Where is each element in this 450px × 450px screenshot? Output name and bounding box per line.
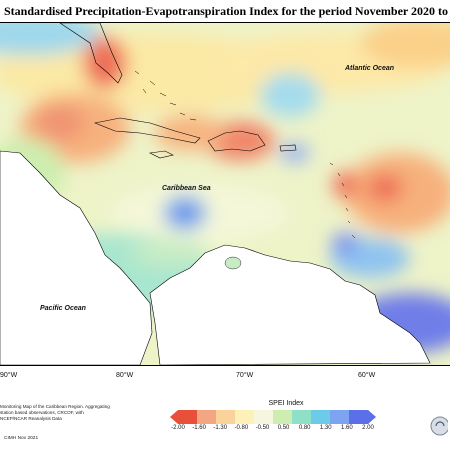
- lesser-antilles: [329, 162, 356, 239]
- map-title: Standardised Precipitation-Evapotranspir…: [4, 4, 450, 18]
- legend-tick-label: -1.60: [192, 425, 206, 431]
- legend-tick-label: -1.30: [213, 425, 228, 431]
- bahamas-islands: [134, 70, 197, 121]
- colorbar-segment: [216, 410, 236, 424]
- jamaica-outline: [148, 150, 174, 159]
- lon-tick-80w: 80°W: [116, 372, 134, 379]
- legend-colorbar: [170, 410, 376, 424]
- legend-tick-label: -2.00: [171, 425, 185, 431]
- legend-tick-label: -0.50: [255, 425, 270, 431]
- hispaniola-outline: [207, 130, 266, 152]
- spei-field: [0, 23, 450, 353]
- map-credit: CIMH Nov 2021: [4, 436, 39, 441]
- colorbar-segment: [197, 410, 217, 424]
- legend-tick-label: 0.80: [298, 425, 311, 431]
- colorbar-segment: [178, 410, 198, 424]
- colorbar-segment: [330, 410, 350, 424]
- colorbar-segment: [349, 410, 369, 424]
- colorbar-segment: [254, 410, 274, 424]
- colorbar-segment: [273, 410, 293, 424]
- legend-tick-label: 1.60: [341, 425, 353, 431]
- caribbean-sea-label: Caribbean Sea: [162, 185, 211, 192]
- legend-tick-label: 2.00: [362, 425, 374, 431]
- cuba-outline: [93, 117, 201, 144]
- lon-tick-70w: 70°W: [236, 372, 254, 379]
- south-america: [149, 244, 431, 365]
- legend-title: SPEI Index: [268, 400, 304, 407]
- colorbar-segment: [292, 410, 312, 424]
- lake-maracaibo: [224, 256, 242, 270]
- colorbar-arrow-high: [368, 410, 376, 424]
- spei-map: Atlantic Ocean Caribbean Sea Pacific Oce…: [0, 22, 450, 366]
- atlantic-ocean-label: Atlantic Ocean: [345, 65, 395, 72]
- legend-tick-label: 1.30: [319, 425, 332, 431]
- legend-tick-label: -0.80: [234, 425, 249, 431]
- spei-map-canvas: [0, 23, 450, 365]
- colorbar-arrow-low: [170, 410, 178, 424]
- legend-tick-label: 0.50: [277, 425, 290, 431]
- colorbar-segment: [311, 410, 331, 424]
- colorbar-segment: [235, 410, 255, 424]
- lon-tick-90w: 90°W: [0, 372, 18, 379]
- legend-ticks: -2.00 -1.60 -1.30 -0.80 -0.50 0.50 0.80 1.30 1.6…: [171, 425, 374, 434]
- pacific-ocean-label: Pacific Ocean: [40, 305, 86, 312]
- lon-tick-60w: 60°W: [358, 372, 376, 379]
- central-america: [0, 23, 152, 365]
- florida-outline: [59, 23, 123, 84]
- cimh-logo: [430, 416, 448, 436]
- puerto-rico-outline: [279, 144, 297, 152]
- map-description: Monitoring Map of the Caribbean Region. …: [0, 404, 110, 421]
